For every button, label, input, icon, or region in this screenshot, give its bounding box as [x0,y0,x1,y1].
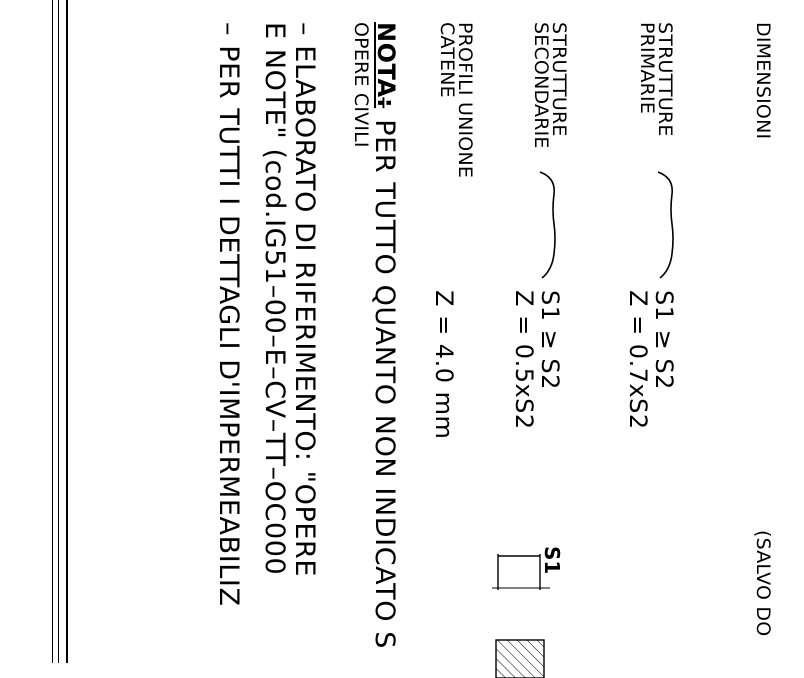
row-primarie-label-2: PRIMARIE [636,22,658,115]
frame-line-outer [52,0,53,663]
note-1-line-2: OPERE CIVILI [350,22,372,148]
note-3-line-1: – PER TUTTI I DETTAGLI D'IMPERMEABILIZ [213,22,244,607]
row-secondarie-label-2: SECONDARIE [530,22,552,149]
row-secondarie-relation: S1 ≥ S2 [536,290,564,390]
note-2-line-1: – ELABORATO DI RIFERIMENTO: "OPERE [289,22,320,578]
row-primarie-relation: S1 ≥ S2 [650,290,678,390]
heading-salvo: (SALVO DO [752,530,774,637]
heading-dimensioni: DIMENSIONI [752,22,774,140]
frame-line-inner [66,0,68,663]
weld-symbol-primarie [657,171,674,279]
section-detail [492,554,550,678]
drawing-sheet: DIMENSIONI (SALVO DO STRUTTURE PRIMARIE … [60,18,780,678]
row-secondarie-formula: Z = 0.5xS2 [510,290,538,430]
note-2-line-2: E NOTE" (cod.IG51–00–E–CV–TT–OC000 [259,22,290,576]
frame-line-middle [58,0,59,663]
weld-symbol-secondarie [539,171,556,279]
row-catene-formula: Z = 4.0 mm [430,290,458,440]
row-primarie-formula: Z = 0.7xS2 [624,290,652,430]
row-catene-label-2: CATENE [436,22,458,98]
note-1-line-1: – PER TUTTO QUANTO NON INDICATO S [369,96,400,650]
